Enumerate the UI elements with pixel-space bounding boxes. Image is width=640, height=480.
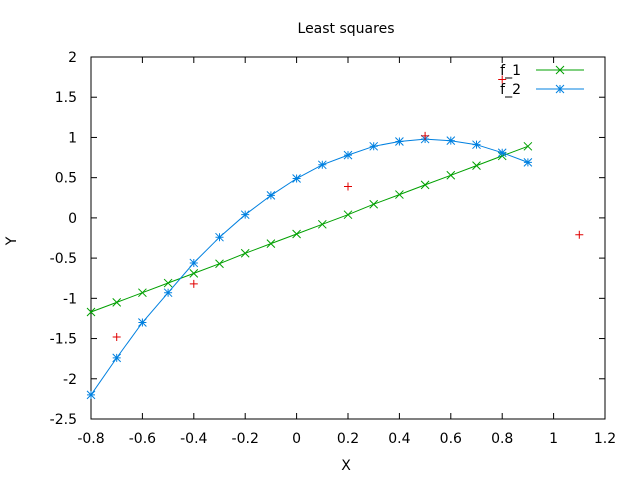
legend-label-f_2: f_2 [500,82,521,98]
series-line-f_2 [90,138,529,396]
series-point-f_2 [163,288,173,298]
x-tick-label: -0.6 [129,431,156,447]
data-point [421,131,430,140]
series-point-f_1 [472,161,481,170]
series-point-f_1 [240,248,250,258]
series-point-f_2 [240,210,250,220]
y-tick-label: -1 [63,291,77,307]
series-point-f_2 [472,140,481,150]
x-tick-label: 0.8 [491,431,513,447]
x-tick-label: -0.2 [232,431,259,447]
data-point [344,182,352,191]
data-point [189,279,198,288]
y-tick-label: 1.5 [55,90,77,106]
data-point [575,230,584,239]
series-point-f_2 [215,232,224,242]
series-point-f_1 [266,239,276,248]
series-point-f_1 [86,307,96,317]
series-point-f_2 [343,150,353,160]
y-tick-label: -1.5 [50,332,77,348]
series-point-f_1 [523,141,533,151]
plot-frame [90,56,606,420]
series-point-f_1 [189,269,199,278]
series-point-f_1 [317,219,327,229]
series-point-f_2 [292,174,301,183]
series-point-f_2 [317,160,327,170]
series-point-f_1 [215,259,224,269]
series-point-f_1 [343,210,353,220]
x-tick-label: 0.2 [337,431,359,447]
legend-label-f_1: f_1 [500,63,521,79]
series-point-f_2 [523,158,533,167]
x-tick-label: 0.4 [388,431,410,447]
series-point-f_1 [395,190,404,199]
x-tick-label: 0 [292,431,301,447]
series-point-f_2 [369,141,379,151]
series-point-f_1 [112,298,122,307]
data-point [112,332,121,341]
series-point-f_2 [112,353,122,363]
x-tick-label: 1.2 [594,431,616,447]
y-tick-label: 0 [68,211,77,227]
y-tick-label: -0.5 [50,251,77,267]
series-point-f_1 [369,199,379,209]
series-point-f_2 [446,136,456,146]
series-point-f_2 [266,191,276,200]
x-tick-label: 1 [549,431,558,447]
data-point [498,75,507,84]
series-point-f_2 [86,390,96,400]
y-tick-label: -2.5 [50,412,77,428]
x-tick-label: -0.8 [77,431,104,447]
legend: f_1f_2 [500,63,584,98]
y-tick-label: -2 [63,372,77,388]
plot-area: -0.8 -0.6 -0.4 -0.2 0 0.2 0.4 0.6 0.8 1 1.2 -2.5 -2 -… [50,50,616,447]
series-point-f_1 [420,180,430,190]
y-tick-label: 1 [68,130,77,146]
x-tick-label: -0.4 [180,431,207,447]
series-point-f_1 [138,288,147,298]
series-point-f_1 [163,278,173,288]
x-tick-label: 0.6 [440,431,462,447]
series-point-f_1 [446,170,456,180]
y-tick-label: 2 [68,50,77,66]
series-point-f_2 [138,318,147,327]
legend-marker-f_1 [555,65,565,75]
chart-title: Least squares [298,21,395,37]
series-point-f_2 [395,137,404,146]
series-point-f_1 [292,229,301,239]
series-point-f_2 [497,148,507,158]
x-axis-label: X [341,458,351,474]
series-line-f_1 [90,145,529,313]
y-axis-label: Y [4,236,20,246]
series-point-f_2 [189,258,199,268]
y-tick-label: 0.5 [55,171,77,187]
legend-marker-f_2 [555,84,565,94]
